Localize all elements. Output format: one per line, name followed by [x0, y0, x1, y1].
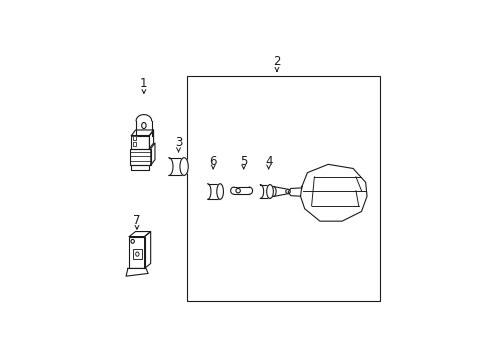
Ellipse shape: [235, 188, 240, 193]
Ellipse shape: [285, 189, 290, 194]
Text: 1: 1: [140, 77, 147, 90]
Text: 6: 6: [209, 154, 217, 167]
Bar: [131, 135, 149, 149]
Polygon shape: [149, 130, 153, 149]
Bar: [186, 76, 379, 301]
Text: 2: 2: [273, 55, 280, 68]
Polygon shape: [144, 231, 150, 269]
Polygon shape: [131, 130, 153, 135]
Bar: [260, 185, 269, 198]
Bar: [129, 237, 144, 269]
Bar: [168, 158, 183, 175]
Polygon shape: [129, 231, 150, 237]
Bar: [132, 136, 136, 140]
Bar: [130, 149, 150, 165]
Bar: [133, 249, 141, 259]
Polygon shape: [126, 269, 148, 276]
Polygon shape: [131, 165, 149, 170]
Bar: [233, 187, 249, 194]
Bar: [131, 135, 149, 149]
Bar: [207, 184, 220, 199]
Bar: [132, 143, 136, 146]
Ellipse shape: [131, 239, 134, 243]
Text: 5: 5: [240, 154, 247, 167]
Text: 3: 3: [175, 136, 182, 149]
Polygon shape: [273, 186, 287, 197]
Polygon shape: [287, 188, 301, 196]
Ellipse shape: [180, 158, 188, 175]
Polygon shape: [300, 164, 366, 221]
Bar: [132, 136, 136, 140]
Bar: [133, 249, 141, 259]
Ellipse shape: [216, 184, 223, 199]
Text: 7: 7: [133, 214, 141, 227]
Bar: [132, 143, 136, 146]
Polygon shape: [150, 143, 155, 165]
Ellipse shape: [266, 185, 273, 198]
Text: 4: 4: [264, 154, 272, 167]
Bar: [130, 149, 150, 165]
Bar: [129, 237, 144, 269]
